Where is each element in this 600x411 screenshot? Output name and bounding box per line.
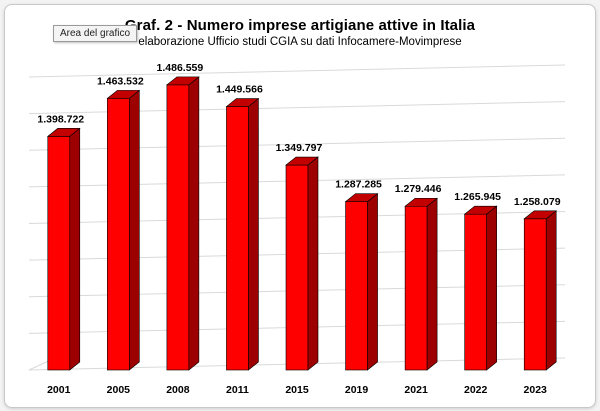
bar-chart[interactable]: 1.398.722 1.463.532 1.486.559 1.449.566 1.34… [5, 5, 595, 407]
bar-side [545, 210, 557, 371]
bar-top [523, 210, 558, 220]
bar-side [248, 97, 259, 371]
data-label: 1.279.446 [395, 183, 442, 195]
data-label: 1.349.797 [276, 142, 323, 154]
bar-top [46, 128, 81, 137]
bar-front[interactable] [226, 106, 249, 371]
bar-side [307, 156, 319, 371]
bar-side [188, 76, 200, 371]
chart-title: Graf. 2 - Numero imprese artigiane attiv… [124, 17, 476, 34]
data-label: 1.287.285 [335, 179, 382, 191]
bar-top [225, 98, 260, 107]
bar-front[interactable] [523, 218, 547, 371]
x-tick-label: 2011 [226, 384, 249, 396]
data-label: 1.265.945 [454, 191, 501, 203]
bar-front[interactable] [404, 205, 428, 371]
bar-top [166, 76, 200, 86]
bar-top [285, 156, 319, 166]
x-tick-label: 2019 [345, 384, 369, 396]
bar-front[interactable] [47, 136, 71, 371]
gridline [28, 64, 566, 78]
bar-side [426, 197, 438, 371]
data-label: 1.258.079 [514, 196, 561, 208]
bar-top [463, 205, 498, 215]
data-label: 1.463.532 [97, 75, 144, 87]
bar-front[interactable] [345, 201, 368, 371]
x-tick-label: 2015 [285, 384, 309, 396]
chart-frame: 1.398.722 1.463.532 1.486.559 1.449.566 1.34… [4, 4, 596, 408]
data-labels: 1.398.722 1.463.532 1.486.559 1.449.566 1.34… [37, 62, 560, 208]
x-axis-ticks: 2001 2005 2008 2011 2015 2019 2021 2022 2023 [47, 384, 547, 396]
x-tick-label: 2005 [107, 384, 131, 396]
bar-front[interactable] [285, 164, 309, 371]
bar-series [46, 76, 558, 371]
chart-subtitle: elaborazione Ufficio studi CGIA su dati … [138, 36, 462, 48]
x-tick-label: 2023 [524, 384, 548, 396]
x-tick-label: 2008 [166, 384, 190, 396]
x-tick-label: 2022 [464, 384, 488, 396]
bar-side [129, 89, 140, 371]
x-tick-label: 2001 [47, 384, 71, 396]
bar-side [69, 127, 81, 371]
bar-side [367, 193, 378, 371]
x-tick-label: 2021 [404, 384, 428, 396]
data-label: 1.398.722 [37, 113, 84, 125]
data-label: 1.449.566 [216, 84, 263, 96]
data-label: 1.486.559 [157, 62, 204, 74]
bar-side [486, 205, 497, 371]
bar-top [344, 193, 379, 202]
bar-top [106, 90, 141, 99]
bar-front[interactable] [107, 98, 130, 371]
bar-front[interactable] [166, 84, 190, 371]
chart-area-tooltip: Area del grafico [53, 25, 138, 42]
bar-front[interactable] [464, 213, 487, 371]
bar-top [404, 197, 438, 207]
